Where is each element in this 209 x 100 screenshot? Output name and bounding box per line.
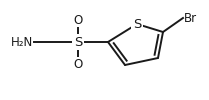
Text: O: O: [73, 14, 83, 26]
Text: O: O: [73, 57, 83, 70]
Text: Br: Br: [184, 12, 197, 24]
Text: S: S: [74, 36, 82, 48]
Text: S: S: [133, 18, 141, 30]
Text: H₂N: H₂N: [11, 36, 33, 48]
